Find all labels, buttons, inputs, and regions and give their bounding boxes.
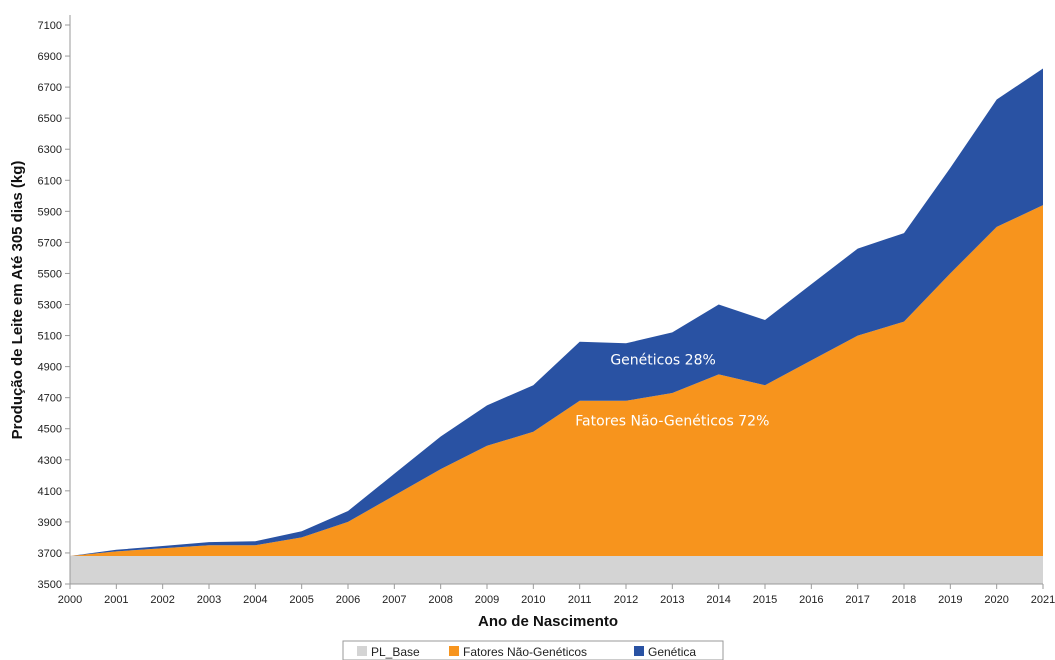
area-pl-base [70,556,1043,584]
y-tick-label: 4900 [38,362,62,374]
y-tick-label: 5700 [38,237,62,249]
legend-label-pl-base: PL_Base [371,645,420,659]
annotation-non-genetic-share: Fatores Não-Genéticos 72% [575,414,769,430]
x-tick-label: 2010 [521,594,545,606]
x-tick-label: 2012 [614,594,638,606]
legend-frame [342,640,724,660]
x-tick-label: 2013 [660,594,684,606]
y-tick-label: 5100 [38,331,62,343]
x-tick-label: 2020 [984,594,1008,606]
x-axis-title: Ano de Nascimento [478,613,618,630]
y-tick-label: 5900 [38,206,62,218]
y-tick-label: 4300 [38,455,62,467]
legend-label-genetic: Genética [648,645,696,659]
x-tick-labels: 2000 2001 2002 2003 2004 2005 2006 2007 2008 2009… [58,594,1055,606]
y-axis-title: Produção de Leite em Até 305 dias (kg) [9,161,26,440]
x-tick-label: 2017 [845,594,869,606]
x-tick-label: 2000 [58,594,82,606]
legend-swatch-non-genetic [449,646,459,656]
y-tick-label: 6700 [38,82,62,94]
x-tick-label: 2011 [568,594,592,606]
area-fatores-n-o-gen-ticos [70,205,1043,556]
y-tick-label: 4500 [38,424,62,436]
y-tick-labels: 3500 3700 3900 4100 4300 4500 4700 4900 5100 5300… [38,20,62,591]
y-tick-label: 6100 [38,175,62,187]
y-tick-label: 3900 [38,517,62,529]
x-tick-label: 2007 [382,594,406,606]
legend-swatch-pl-base [357,646,367,656]
x-tick-label: 2008 [428,594,452,606]
y-tick-label: 6500 [38,113,62,125]
x-tick-label: 2018 [892,594,916,606]
x-tick-label: 2001 [104,594,128,606]
y-tick-label: 7100 [38,20,62,32]
y-tick-label: 6900 [38,51,62,63]
x-tick-label: 2004 [243,594,267,606]
legend-swatch-genetic [634,646,644,656]
legend: PL_Base Fatores Não-Genéticos Genética [342,640,724,660]
x-tick-label: 2009 [475,594,499,606]
y-tick-label: 3700 [38,548,62,560]
y-tick-label: 6300 [38,144,62,156]
x-tick-label: 2015 [753,594,777,606]
y-tick-label: 4100 [38,486,62,498]
x-tick-label: 2006 [336,594,360,606]
legend-label-non-genetic: Fatores Não-Genéticos [463,645,587,659]
x-tick-label: 2014 [706,594,730,606]
x-tick-label: 2002 [150,594,174,606]
x-tick-label: 2019 [938,594,962,606]
y-tick-label: 5500 [38,268,62,280]
y-tick-label: 4700 [38,393,62,405]
area-gen-tica [70,68,1043,556]
x-tick-label: 2005 [289,594,313,606]
series-areas [70,68,1043,584]
x-tick-label: 2003 [197,594,221,606]
y-tick-label: 5300 [38,300,62,312]
y-tick-label: 3500 [38,579,62,591]
axes [65,15,1044,589]
annotation-genetic-share: Genéticos 28% [610,352,715,368]
x-tick-label: 2016 [799,594,823,606]
x-tick-label: 2021 [1031,594,1055,606]
